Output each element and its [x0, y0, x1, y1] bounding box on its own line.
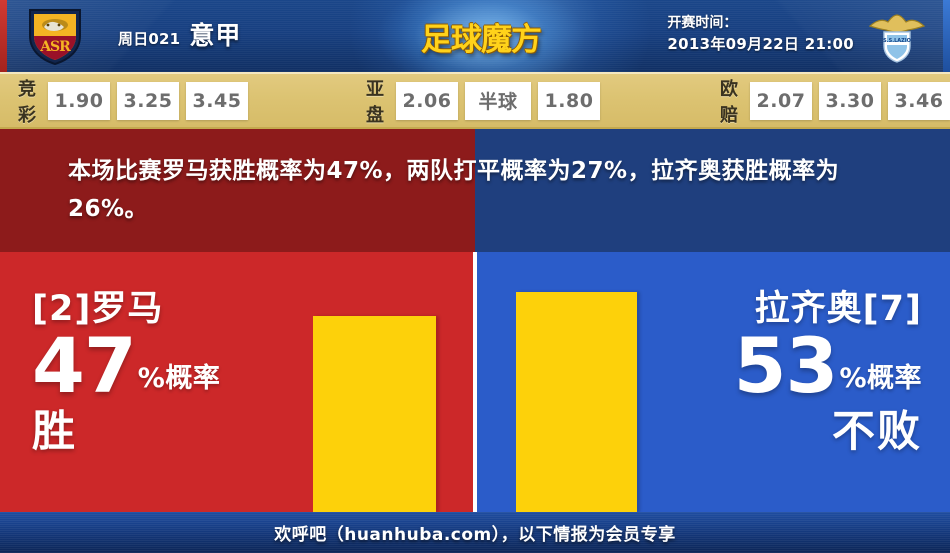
odds-value-draw[interactable]: 3.30	[819, 81, 881, 120]
panel-divider	[473, 252, 477, 512]
away-team-block: 拉齐奥[7] 53 %概率 不败	[622, 288, 922, 456]
odds-value-away[interactable]: 3.46	[888, 81, 950, 120]
lazio-crest-icon: S.S.LAZIO	[868, 14, 926, 63]
home-team-name: [2]罗马	[32, 289, 164, 329]
away-outcome-label: 不败	[832, 407, 922, 457]
kickoff-label: 开赛时间：	[667, 15, 738, 31]
away-percent-row: 53 %概率	[622, 328, 922, 404]
away-team-name: 拉齐奥[7]	[754, 289, 922, 329]
odds-value-home[interactable]: 1.90	[48, 81, 110, 120]
odds-value-draw[interactable]: 3.25	[117, 81, 179, 120]
summary-banner: 本场比赛罗马获胜概率为47%，两队打平概率为27%，拉齐奥获胜概率为26%。	[0, 129, 950, 252]
match-league: 意甲	[189, 21, 242, 50]
odds-value-away[interactable]: 3.45	[186, 81, 248, 120]
odds-bar: 竞彩 1.90 3.25 3.45 亚盘 2.06 半球 1.80 欧赔 2.0…	[0, 72, 950, 129]
odds-value-home[interactable]: 2.07	[750, 81, 812, 120]
header-bar: ASR 周日021 意甲 足球魔方 开赛时间： 2013年09月22日 21:0…	[0, 0, 950, 72]
as-roma-crest-icon: ASR	[29, 9, 81, 66]
bar-away-probability	[516, 292, 637, 512]
match-round: 周日021	[118, 30, 181, 48]
probability-chart: [2]罗马 47 %概率 胜 拉齐奥[7] 53 %概率 不败	[0, 252, 950, 512]
odds-group-label: 欧赔	[720, 78, 739, 126]
footer-scanline-overlay	[0, 512, 950, 553]
odds-value-home[interactable]: 2.06	[396, 81, 458, 120]
odds-value-away[interactable]: 1.80	[538, 81, 600, 120]
home-percent-suffix: %概率	[137, 363, 221, 394]
match-label: 周日021 意甲	[118, 16, 241, 52]
header-right-blue-edge	[943, 0, 950, 72]
odds-group-label: 竞彩	[18, 78, 37, 126]
home-percent-row: 47 %概率	[32, 328, 302, 404]
brand-logo-text: 足球魔方	[421, 21, 542, 58]
kickoff-time: 2013年09月22日 21:00	[667, 35, 854, 53]
svg-text:S.S.LAZIO: S.S.LAZIO	[883, 38, 911, 44]
footer-background	[0, 512, 950, 553]
home-percent-value: 47	[32, 321, 137, 410]
summary-banner-blue-half	[475, 129, 950, 252]
home-team-block: [2]罗马 47 %概率 胜	[32, 288, 302, 456]
footer-text: 欢呼吧（huanhuba.com），以下情报为会员专享	[274, 525, 676, 545]
footer-bar: 欢呼吧（huanhuba.com），以下情报为会员专享	[0, 512, 950, 553]
kickoff-info: 开赛时间： 2013年09月22日 21:00	[667, 13, 854, 55]
odds-value-handicap[interactable]: 半球	[465, 81, 531, 120]
summary-text: 本场比赛罗马获胜概率为47%，两队打平概率为27%，拉齐奥获胜概率为26%。	[68, 158, 840, 222]
odds-group-yapan: 亚盘 2.06 半球 1.80	[366, 74, 600, 127]
odds-group-jingcai: 竞彩 1.90 3.25 3.45	[18, 74, 248, 127]
away-percent-suffix: %概率	[839, 363, 922, 394]
odds-group-oupei: 欧赔 2.07 3.30 3.46	[720, 74, 950, 127]
bar-home-probability	[313, 316, 436, 512]
header-left-red-edge	[0, 0, 7, 72]
home-outcome-label: 胜	[32, 407, 77, 457]
odds-group-label: 亚盘	[366, 78, 385, 126]
svg-text:ASR: ASR	[39, 39, 71, 55]
brand-logo[interactable]: 足球魔方	[376, 0, 586, 72]
summary-banner-red-half	[0, 129, 475, 252]
brand-logo-glow	[376, 0, 586, 72]
away-percent-value: 53	[733, 321, 839, 410]
